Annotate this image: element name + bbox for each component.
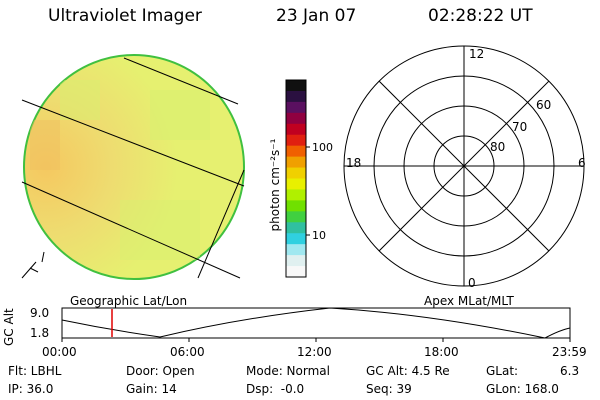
colorbar-swatch [286, 90, 306, 103]
timeline-tick-0: 00:00 [42, 345, 77, 359]
info-glon: GLon: 168.0 [486, 382, 559, 396]
polar-mlt-6: 6 [578, 156, 586, 170]
polar-lat-70: 70 [512, 120, 528, 134]
colorbar-swatch [286, 200, 306, 212]
geo-grid [21, 57, 245, 279]
info-glat: GLat: [486, 364, 519, 378]
colorbar-tick-100: 100 [312, 141, 333, 154]
colorbar-swatch [286, 266, 306, 278]
info-seq: Seq: 39 [366, 382, 412, 396]
timeline-tick-2: 12:00 [297, 345, 332, 359]
colorbar-swatch [286, 80, 306, 92]
colorbar-swatch [286, 112, 306, 125]
timeline-tick-1: 06:00 [170, 345, 205, 359]
timeline-y-top: 9.0 [30, 306, 50, 320]
info-mode: Mode: Normal [246, 364, 330, 378]
geo-speckle [30, 80, 210, 260]
info-gcalt: GC Alt: 4.5 Re [366, 364, 450, 378]
colorbar-swatch [286, 145, 306, 158]
info-door: Door: Open [126, 364, 195, 378]
colorbar-swatch [286, 101, 306, 114]
colorbar-tick-10: 10 [312, 229, 326, 242]
polar-diag-2 [378, 80, 550, 252]
colorbar-swatch [286, 189, 306, 201]
date-label: 23 Jan 07 [276, 6, 357, 26]
colorbar-swatch [286, 134, 306, 147]
info-flt: Flt: LBHL [8, 364, 62, 378]
colorbar-swatch [286, 156, 306, 169]
time-label: 02:28:22 UT [428, 6, 533, 26]
polar-mlt-0: 0 [468, 276, 476, 290]
colorbar-swatch [286, 222, 306, 234]
polar-panel-label: Apex MLat/MLT [424, 294, 514, 308]
colorbar-swatch [286, 178, 306, 190]
colorbar-swatch [286, 233, 306, 245]
timeline-ylabel: GC Alt [2, 308, 16, 346]
colorbar-swatch [286, 123, 306, 136]
info-glat-value: 6.3 [560, 364, 580, 378]
info-dsp: Dsp: -0.0 [246, 382, 305, 396]
timeline-y-bottom: 1.8 [30, 326, 50, 340]
colorbar-swatch [286, 255, 306, 267]
polar-mlt-12: 12 [469, 47, 485, 61]
colorbar-swatch [286, 211, 306, 223]
geo-panel-label: Geographic Lat/Lon [70, 294, 188, 308]
timeline-tick-3: 18:00 [424, 345, 459, 359]
polar-lat-60: 60 [536, 98, 552, 112]
app-title: Ultraviolet Imager [48, 6, 202, 26]
polar-lat-80: 80 [490, 140, 506, 154]
timeline-tick-4: 23:59 [552, 345, 587, 359]
colorbar-swatch [286, 167, 306, 179]
colorbar [285, 79, 310, 278]
orientation-icon [21, 251, 45, 279]
info-gain: Gain: 14 [126, 382, 177, 396]
info-ip: IP: 36.0 [8, 382, 54, 396]
polar-mlt-18: 18 [346, 156, 362, 170]
colorbar-swatch [286, 244, 306, 256]
altitude-curve [61, 307, 571, 339]
